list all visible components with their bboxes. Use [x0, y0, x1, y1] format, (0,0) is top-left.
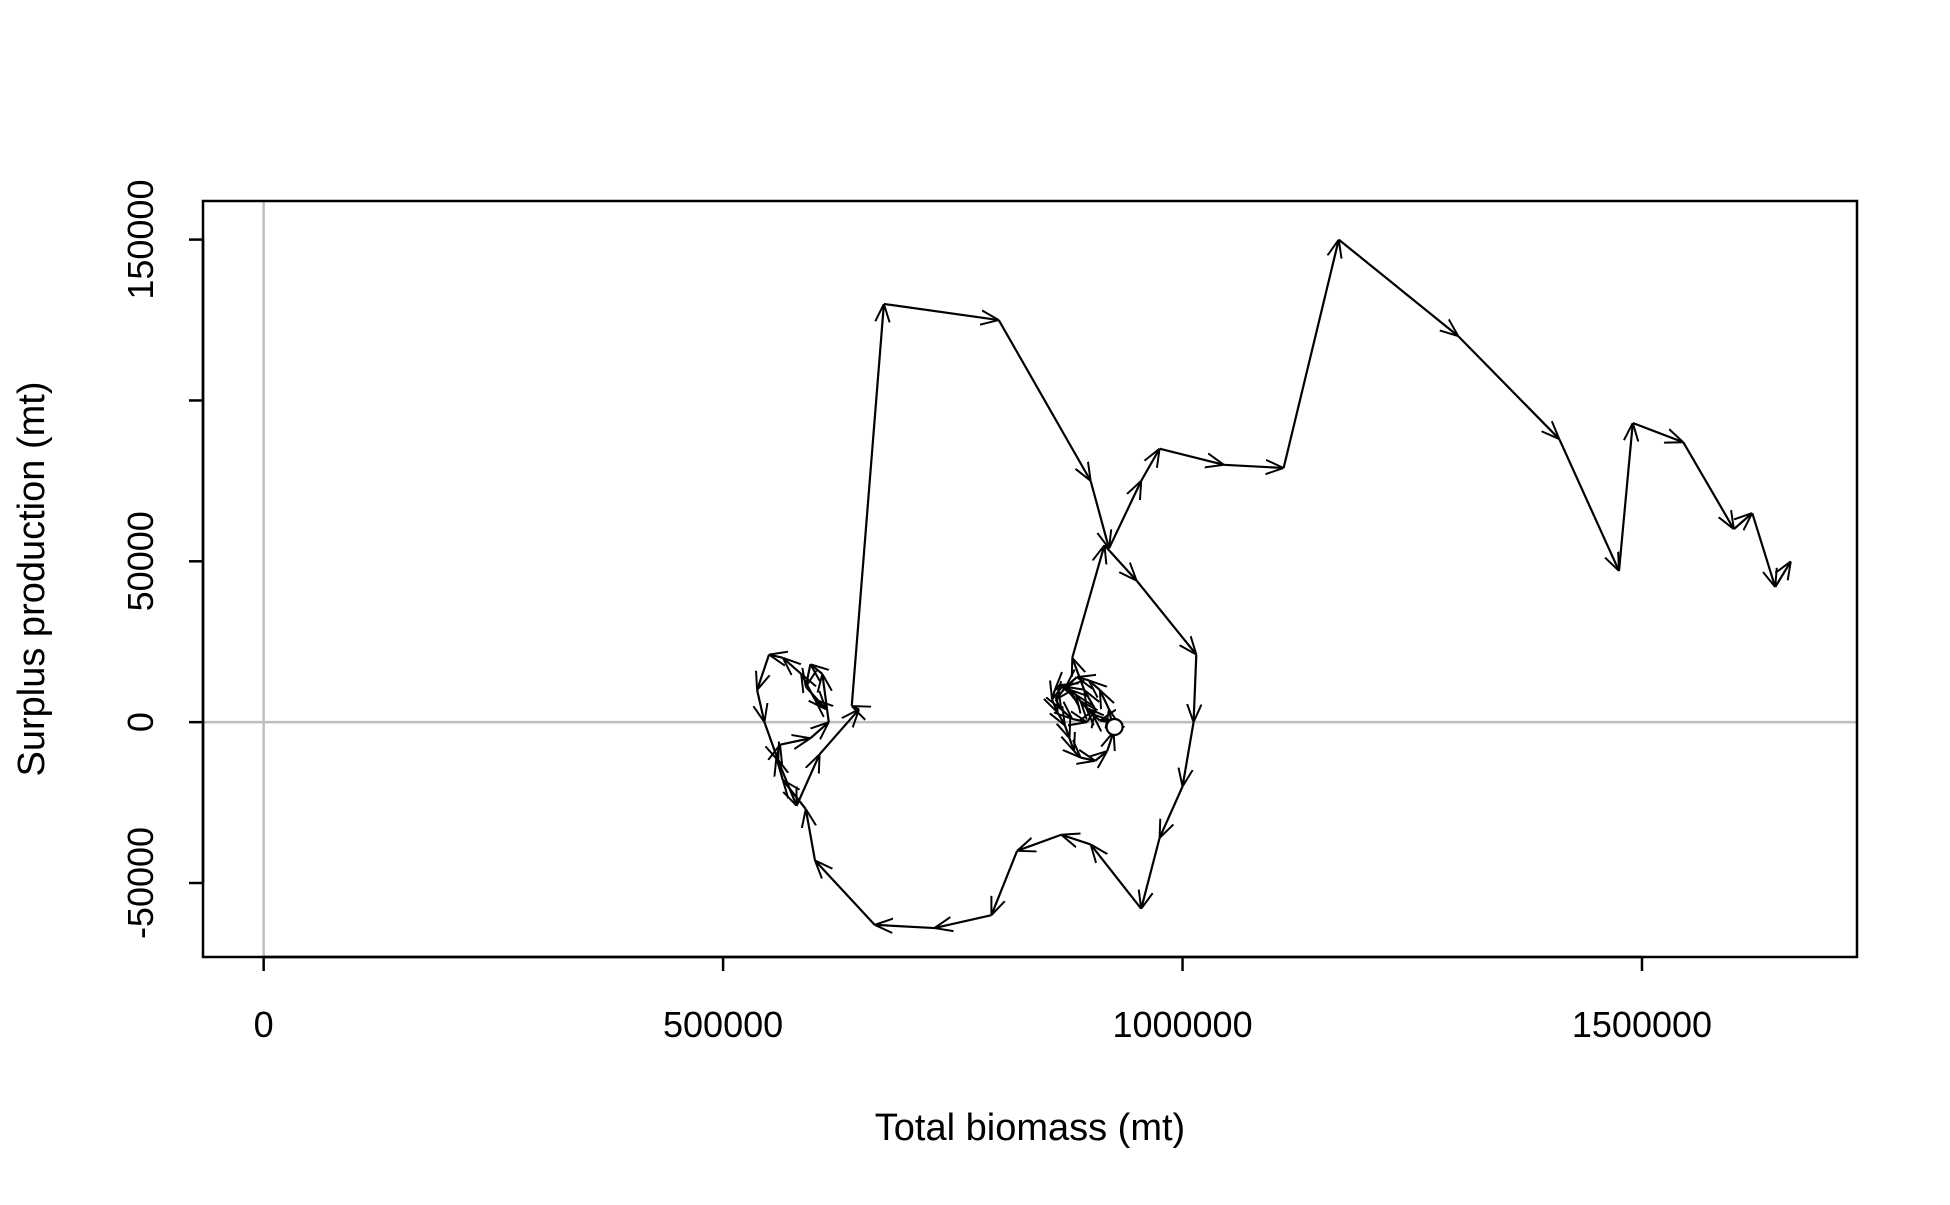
trajectory-arrow: [1733, 513, 1752, 529]
trajectory-arrow: [1017, 833, 1062, 851]
trajectory-arrow: [806, 809, 815, 861]
trajectory-arrow: [852, 706, 859, 709]
trajectory-arrow: [850, 304, 884, 707]
trajectory-arrow: [1100, 719, 1107, 721]
trajectory-arrow: [1751, 512, 1775, 587]
trajectory-arrow: [815, 700, 826, 710]
trajectory-arrow: [757, 689, 764, 722]
trajectory-arrow: [1183, 721, 1195, 786]
trajectory-arrow: [1457, 335, 1559, 439]
trajectory-arrow: [795, 754, 820, 807]
trajectory-arrow: [809, 722, 828, 738]
trajectory-arrow: [1058, 713, 1065, 726]
trajectory-arrow: [1141, 837, 1161, 909]
trajectory-arrow: [1059, 685, 1065, 687]
trajectory-arrow: [1095, 751, 1107, 761]
trajectory-arrow: [1194, 654, 1197, 723]
trajectory-arrow: [1108, 481, 1141, 549]
trajectory-arrow: [822, 674, 828, 723]
trajectory-arrow: [934, 914, 992, 928]
trajectory-arrow: [810, 664, 822, 674]
trajectory-arrow: [1135, 579, 1197, 655]
trajectory-arrow: [763, 721, 778, 761]
trajectory-arrow: [1061, 835, 1091, 845]
trajectory-arrow: [1066, 677, 1077, 687]
reference-lines: [203, 201, 1857, 957]
x-tick-label: 1000000: [1112, 1004, 1252, 1045]
trajectory-arrow: [1061, 709, 1072, 719]
x-tick-label: 500000: [663, 1004, 783, 1045]
x-axis: 0 500000 1000000 1500000: [254, 955, 1712, 1045]
trajectory-arrow: [1070, 690, 1076, 695]
trajectory-arrow: [1282, 240, 1339, 469]
y-tick-label: -50000: [120, 827, 161, 939]
trajectory-arrow: [1159, 447, 1224, 465]
trajectory-arrow: [1682, 441, 1734, 529]
trajectory-arrow: [1076, 695, 1081, 701]
trajectory-arrow: [801, 674, 815, 701]
trajectory-arrow: [1089, 480, 1109, 549]
trajectory-arrow: [1087, 709, 1095, 722]
trajectory-arrow: [1084, 690, 1095, 710]
trajectory-arrow: [1071, 545, 1104, 659]
trajectory-arrow: [783, 658, 802, 674]
trajectory-arrow: [990, 850, 1019, 915]
trajectory-arrow: [1103, 544, 1136, 580]
y-tick-label: 0: [120, 712, 161, 732]
trajectory-arrow: [1081, 758, 1096, 761]
trajectory-arrow: [1140, 449, 1159, 482]
trajectory-arrow: [1055, 685, 1060, 690]
trajectory-arrow: [757, 654, 769, 690]
trajectory-arrow: [779, 738, 810, 744]
start-point-marker: [1105, 717, 1124, 737]
trajectory-arrow: [1089, 680, 1100, 690]
trajectory-arrow: [1223, 465, 1284, 468]
trajectory-arrow: [815, 860, 876, 926]
x-axis-title: Total biomass (mt): [875, 1107, 1185, 1149]
y-axis-title: Surplus production (mt): [11, 382, 53, 777]
trajectory-arrow: [1092, 714, 1099, 720]
x-tick-label: 1500000: [1572, 1004, 1712, 1045]
trajectory-arrow: [769, 655, 783, 658]
trajectory-arrow: [777, 760, 798, 806]
trajectory-arrow: [1091, 844, 1143, 910]
trajectory-arrow: [1072, 658, 1084, 691]
trajectory-arrow: [1617, 423, 1633, 572]
trajectory-arrow: [883, 302, 999, 320]
trajectory-arrow: [818, 709, 860, 756]
trajectory-arrow: [1160, 786, 1184, 837]
trajectory-arrow: [1338, 238, 1458, 337]
trajectory-arrow: [1074, 751, 1080, 757]
trajectory-arrow: [1100, 690, 1109, 710]
y-axis: -50000 0 50000 150000: [120, 180, 205, 939]
plot-frame: [201, 199, 1859, 959]
trajectory-arrow: [1081, 701, 1087, 707]
y-tick-label: 150000: [120, 180, 161, 300]
trajectory-arrow: [1774, 561, 1791, 588]
trajectory-arrow: [875, 925, 935, 928]
trajectory-arrow: [1070, 738, 1075, 751]
trajectory-arrow: [1558, 438, 1619, 571]
trajectory-arrow: [1632, 421, 1684, 442]
x-tick-label: 0: [254, 1004, 274, 1045]
y-tick-label: 50000: [120, 511, 161, 611]
trajectory-arrow: [997, 319, 1091, 481]
trajectory-arrow: [1052, 690, 1055, 700]
trajectory-series: [757, 240, 1791, 928]
trajectory-arrow: [1065, 725, 1070, 738]
